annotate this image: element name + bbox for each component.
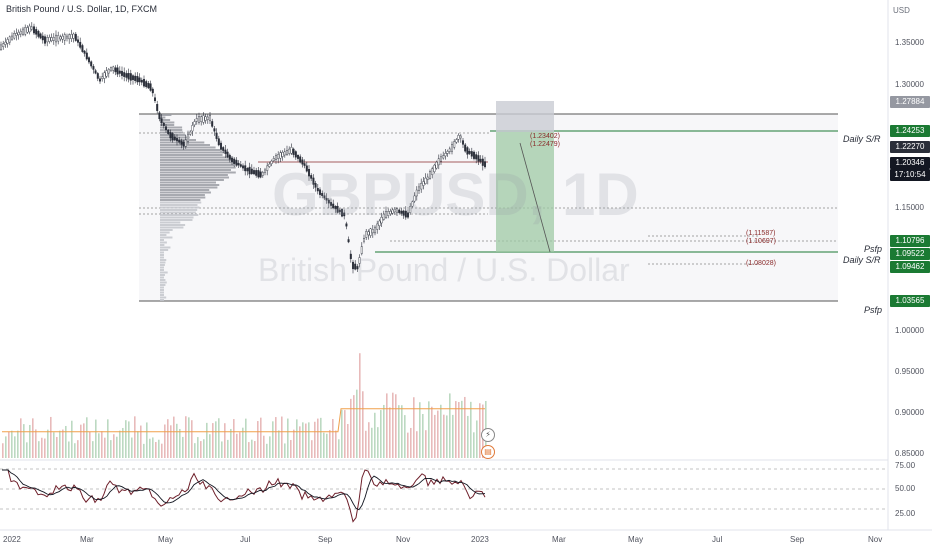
time-tick: 2023 bbox=[471, 535, 489, 544]
price-badge: 1.27884 bbox=[890, 96, 930, 108]
volume-bars bbox=[2, 353, 487, 458]
price-tick: 0.90000 bbox=[895, 408, 924, 417]
price-tick: 1.15000 bbox=[895, 203, 924, 212]
annotation-daily-sr[interactable]: Daily S/R bbox=[843, 255, 881, 265]
time-tick: Jul bbox=[712, 535, 723, 544]
price-badge: 1.09522 bbox=[890, 248, 930, 260]
price-candles bbox=[0, 22, 487, 274]
watermark-name: British Pound / U.S. Dollar bbox=[258, 252, 630, 288]
oscillator-tick: 50.00 bbox=[895, 484, 916, 493]
level-label: (1.23402) bbox=[530, 133, 560, 140]
level-label: (1.11587) bbox=[746, 230, 776, 237]
price-badge: 1.10796 bbox=[890, 235, 930, 247]
time-tick: May bbox=[158, 535, 174, 544]
price-tick: 1.30000 bbox=[895, 80, 924, 89]
time-tick: Nov bbox=[396, 535, 411, 544]
range-box[interactable] bbox=[139, 114, 838, 301]
watermark-symbol: GBPUSD, 1D bbox=[272, 161, 639, 228]
calendar-icon[interactable]: ▤ bbox=[481, 445, 495, 459]
volume-ma-line bbox=[2, 408, 485, 433]
level-label: (1.08028) bbox=[746, 260, 776, 267]
rsi-line bbox=[2, 469, 486, 523]
level-label: (1.10697) bbox=[746, 238, 776, 245]
time-tick: Nov bbox=[868, 535, 883, 544]
price-badge: 1.22270 bbox=[890, 141, 930, 153]
price-badge: 1.24253 bbox=[890, 125, 930, 137]
currency-label: USD bbox=[893, 6, 910, 15]
price-tick: 0.95000 bbox=[895, 367, 924, 376]
level-label: (1.22479) bbox=[530, 141, 560, 148]
time-tick: Jul bbox=[240, 535, 251, 544]
oscillator-tick: 75.00 bbox=[895, 461, 916, 470]
price-tick: 1.35000 bbox=[895, 38, 924, 47]
target-zone-upper[interactable] bbox=[496, 101, 554, 132]
countdown-badge: 17:10:54 bbox=[890, 169, 930, 181]
time-tick: Mar bbox=[552, 535, 566, 544]
time-tick: Mar bbox=[80, 535, 94, 544]
time-tick: May bbox=[628, 535, 644, 544]
annotation-daily-sr[interactable]: Daily S/R bbox=[843, 134, 881, 144]
annotation-psfp[interactable]: Psfp bbox=[864, 305, 883, 315]
rsi-ma-line bbox=[2, 469, 486, 511]
last-price-badge: 1.20346 bbox=[890, 157, 930, 169]
chart-title: British Pound / U.S. Dollar, 1D, FXCM bbox=[6, 4, 158, 14]
oscillator-tick: 25.00 bbox=[895, 509, 916, 518]
price-badge: 1.09462 bbox=[890, 261, 930, 273]
price-tick: 0.85000 bbox=[895, 449, 924, 458]
lightning-icon[interactable]: ⚡ bbox=[481, 428, 495, 442]
volume-profile bbox=[160, 114, 238, 301]
price-badge: 1.03565 bbox=[890, 295, 930, 307]
annotation-psfp[interactable]: Psfp bbox=[864, 244, 883, 254]
time-tick: Sep bbox=[790, 535, 805, 544]
price-tick: 1.00000 bbox=[895, 326, 924, 335]
time-tick: Sep bbox=[318, 535, 333, 544]
time-tick: 2022 bbox=[3, 535, 21, 544]
